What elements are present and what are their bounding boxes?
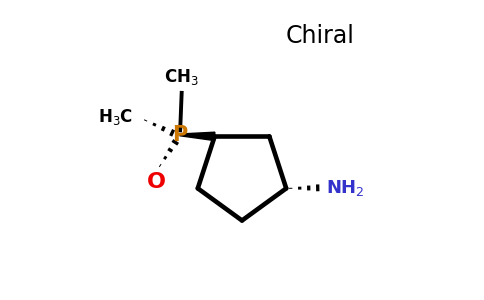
Text: P: P <box>172 125 188 145</box>
Text: Chiral: Chiral <box>286 24 354 48</box>
Text: NH$_2$: NH$_2$ <box>326 178 364 198</box>
Text: CH$_3$: CH$_3$ <box>164 67 199 87</box>
Text: H$_3$C: H$_3$C <box>98 107 134 127</box>
Text: O: O <box>147 172 166 192</box>
Polygon shape <box>180 132 215 141</box>
